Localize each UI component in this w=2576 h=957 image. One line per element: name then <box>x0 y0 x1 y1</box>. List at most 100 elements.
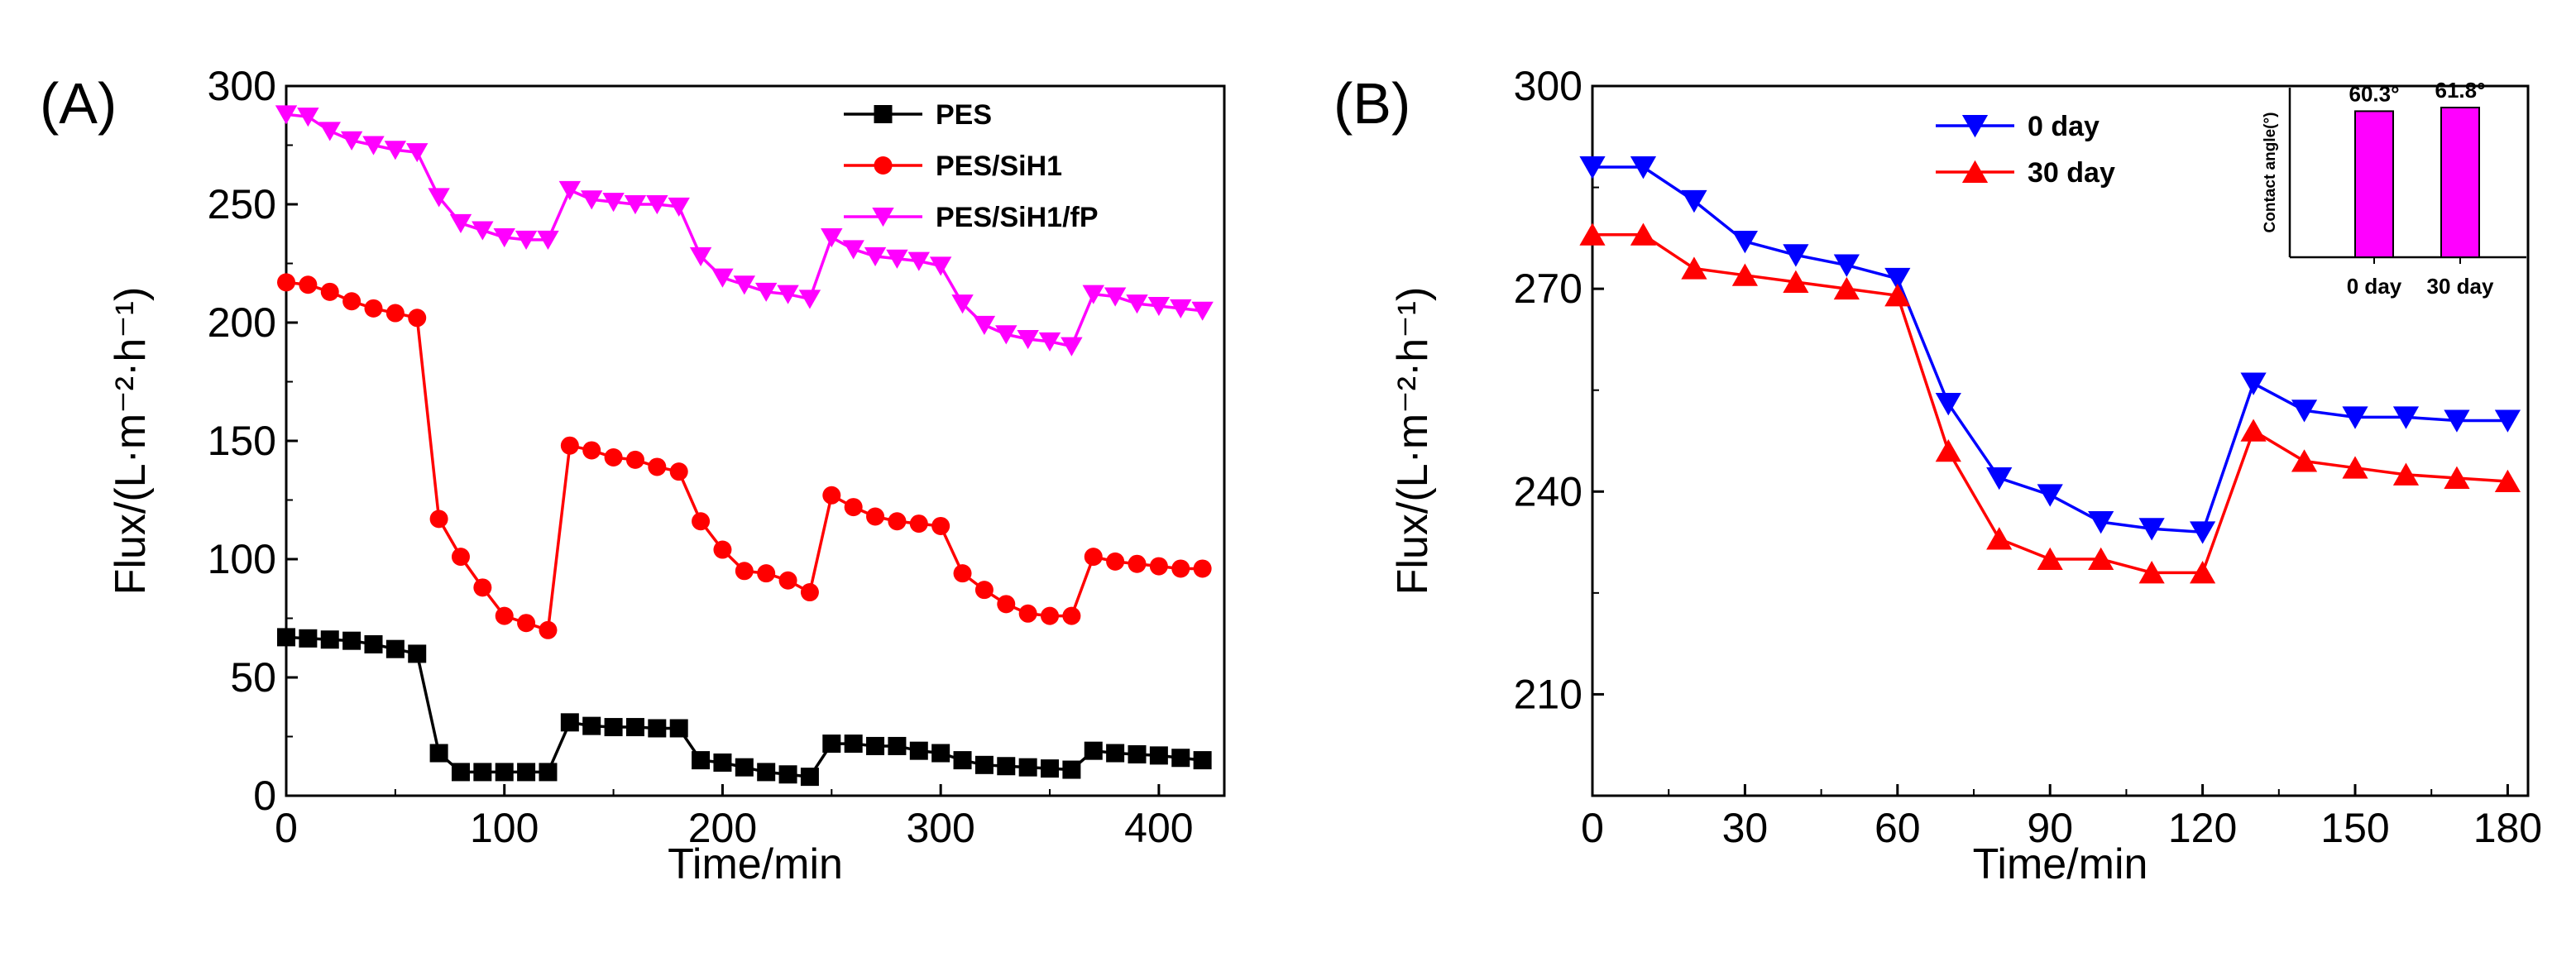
data-point-pes <box>997 757 1016 776</box>
data-point-0-day <box>1731 230 1759 254</box>
x-tick-label: 30 <box>1722 805 1769 851</box>
data-point-pes-sih1 <box>517 614 536 633</box>
data-point-pes <box>1193 751 1212 770</box>
plot-frame <box>1591 84 2530 797</box>
data-point-pes-sih1-fp <box>275 105 298 125</box>
legend-label-30-day: 30 day <box>2028 157 2115 189</box>
data-point-0-day <box>2037 484 2063 507</box>
data-point-30-day <box>2240 419 2267 442</box>
data-point-pes-sih1 <box>429 510 448 529</box>
legend-marker-30-day <box>1961 160 1989 183</box>
inset-bar <box>2440 107 2480 258</box>
data-point-pes <box>822 734 841 754</box>
data-point-pes-sih1-fp <box>995 325 1017 345</box>
legend-marker-pes-sih1-fp <box>872 208 894 227</box>
data-point-30-day <box>1935 438 1961 462</box>
data-point-30-day <box>1630 223 1657 246</box>
data-point-pes <box>866 736 885 755</box>
data-point-pes-sih1-fp <box>297 108 319 127</box>
data-point-pes-sih1 <box>1193 559 1212 578</box>
data-point-pes-sih1-fp <box>624 195 647 215</box>
y-tick-label: 150 <box>208 418 276 464</box>
data-point-pes <box>320 630 339 649</box>
data-point-pes-sih1 <box>473 578 492 597</box>
data-point-pes-sih1 <box>604 448 623 467</box>
data-point-30-day <box>2291 449 2318 472</box>
data-point-pes-sih1-fp <box>340 131 363 151</box>
data-point-pes <box>974 755 994 774</box>
data-point-pes <box>625 718 644 737</box>
data-point-pes <box>299 629 318 648</box>
data-point-pes-sih1 <box>1084 548 1103 567</box>
y-axis-label: Flux/(L·m⁻²·h⁻¹) <box>1389 287 1437 596</box>
data-point-pes-sih1 <box>669 462 688 481</box>
data-point-pes-sih1 <box>277 273 295 292</box>
data-point-pes-sih1-fp <box>362 136 385 156</box>
legend-label-pes-sih1-fp: PES/SiH1/fP <box>936 202 1099 233</box>
legend-marker-pes <box>874 105 893 123</box>
data-point-pes-sih1 <box>909 514 928 534</box>
data-point-pes-sih1-fp <box>1191 301 1214 321</box>
data-point-pes-sih1 <box>408 309 427 328</box>
data-point-pes-sih1-fp <box>777 285 799 304</box>
data-point-pes-sih1-fp <box>472 221 494 241</box>
data-point-0-day <box>2342 406 2368 429</box>
data-point-0-day <box>2494 409 2521 433</box>
data-point-pes-sih1-fp <box>1126 294 1148 314</box>
inset-bar <box>2354 110 2394 258</box>
data-point-0-day <box>1884 267 1911 291</box>
data-point-pes-sih1-fp <box>1082 285 1104 304</box>
data-point-pes-sih1-fp <box>929 256 952 276</box>
data-point-pes-sih1-fp <box>907 251 930 271</box>
x-tick-label: 180 <box>2473 805 2542 851</box>
data-point-pes <box>1041 759 1060 778</box>
data-point-30-day <box>1731 263 1759 286</box>
data-point-30-day <box>1783 270 1809 293</box>
legend-marker-0-day <box>1961 115 1989 138</box>
data-point-30-day <box>2088 547 2114 570</box>
data-point-0-day <box>1579 156 1606 179</box>
data-point-pes-sih1 <box>495 606 514 625</box>
data-point-pes-sih1 <box>451 548 470 567</box>
data-point-pes <box>713 753 732 772</box>
data-point-30-day <box>2494 469 2521 493</box>
data-point-pes <box>342 631 362 650</box>
data-point-pes-sih1 <box>997 595 1016 614</box>
data-point-pes-sih1 <box>735 562 754 581</box>
data-point-30-day <box>1986 527 2013 550</box>
data-point-pes-sih1-fp <box>821 228 843 248</box>
data-point-pes-sih1 <box>953 564 972 583</box>
data-point-pes-sih1 <box>1062 606 1081 625</box>
data-point-pes-sih1-fp <box>602 193 625 213</box>
data-point-pes <box>669 719 688 738</box>
y-tick-label: 250 <box>208 181 276 227</box>
y-tick-label: 0 <box>253 773 276 819</box>
data-point-pes <box>364 634 383 653</box>
x-tick-label: 0 <box>275 805 298 851</box>
data-point-pes <box>560 713 579 732</box>
data-point-pes-sih1-fp <box>1017 330 1039 350</box>
x-axis-label: Time/min <box>1973 840 2148 888</box>
data-point-pes-sih1 <box>888 512 907 531</box>
data-point-0-day <box>1783 244 1809 267</box>
data-point-pes <box>1084 741 1103 760</box>
y-tick-label: 100 <box>208 536 276 582</box>
data-point-pes <box>1128 744 1147 763</box>
data-point-pes-sih1-fp <box>711 268 734 288</box>
data-point-pes-sih1 <box>974 581 994 600</box>
data-point-pes <box>408 644 427 663</box>
data-point-pes-sih1 <box>822 486 841 505</box>
data-point-pes-sih1 <box>342 292 362 311</box>
data-point-pes <box>1106 744 1125 763</box>
data-point-pes-sih1-fp <box>537 230 559 250</box>
data-point-pes-sih1-fp <box>493 228 515 248</box>
data-point-pes-sih1-fp <box>864 246 887 267</box>
data-point-pes-sih1 <box>560 436 579 455</box>
data-point-pes-sih1 <box>299 275 318 294</box>
data-point-pes <box>582 716 601 735</box>
data-point-pes-sih1 <box>364 299 383 318</box>
x-tick-label: 0 <box>1581 805 1604 851</box>
data-point-0-day <box>2138 518 2165 541</box>
inset-y-axis-label: Contact angle(°) <box>2262 112 2279 233</box>
